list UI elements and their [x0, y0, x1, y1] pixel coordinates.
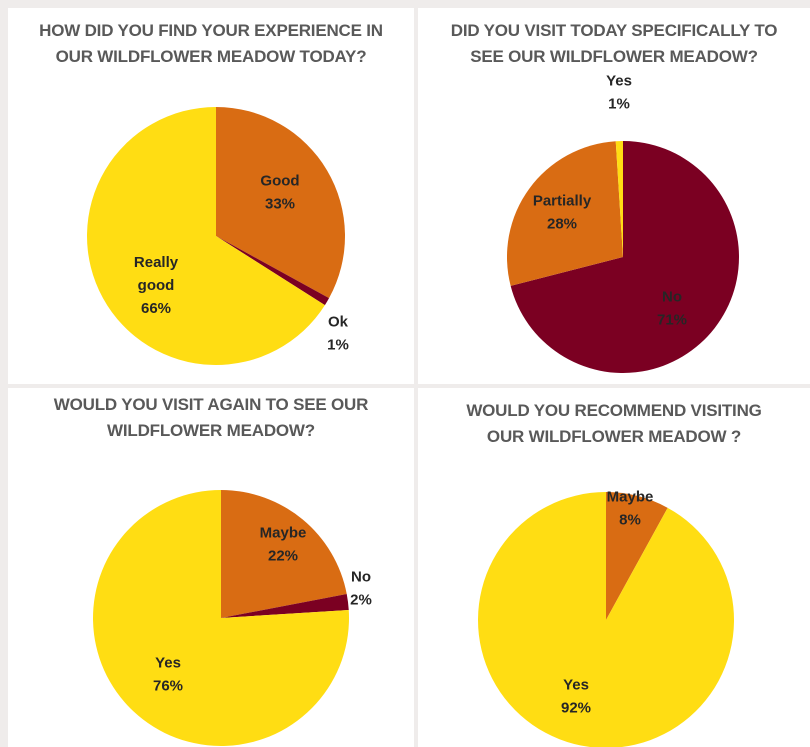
pie-slice	[221, 490, 347, 618]
pie-panel-recommend: WOULD YOU RECOMMEND VISITING OUR WILDFLO…	[418, 388, 810, 747]
slice-label-line: 8%	[619, 512, 641, 529]
slice-label: Maybe 8%	[607, 489, 654, 529]
pie-slice	[87, 107, 325, 365]
pie-panel-visit-purpose: DID YOU VISIT TODAY SPECIFICALLY TO SEE …	[418, 8, 810, 384]
pie-slice	[216, 236, 330, 306]
slice-label-line: Yes	[563, 677, 589, 694]
slice-label-line: Yes	[606, 73, 632, 90]
slice-label: Yes 1%	[606, 73, 632, 113]
pie-panel-visit-again: WOULD YOU VISIT AGAIN TO SEE OUR WILDFLO…	[8, 388, 414, 747]
slice-label-line: No	[662, 289, 682, 306]
chart-title-line: DID YOU VISIT TODAY SPECIFICALLY TO	[450, 21, 778, 40]
slice-label-line: Maybe	[260, 525, 307, 542]
slice-label: Yes 92%	[561, 677, 591, 717]
chart-title-line: OUR WILDFLOWER MEADOW ?	[486, 427, 742, 446]
pie-slice	[510, 141, 739, 373]
slice-label-line: 22%	[268, 548, 298, 565]
pie-chart-experience: Good 33% Ok 1% Really good 66%	[87, 107, 349, 365]
slice-label-line: Really	[134, 254, 179, 271]
slice-label-line: 33%	[265, 196, 295, 213]
chart-title: DID YOU VISIT TODAY SPECIFICALLY TO SEE …	[418, 18, 810, 70]
slice-label-line: 1%	[608, 96, 630, 113]
slice-label: No 2%	[350, 569, 372, 609]
slice-label-line: Good	[260, 173, 299, 190]
pie-chart-visit-again: Maybe 22% No 2% Yes 76%	[93, 490, 372, 746]
slice-label-line: 66%	[141, 300, 171, 317]
slice-label: Yes 76%	[153, 655, 183, 695]
slice-label: Really good 66%	[134, 254, 179, 317]
chart-title-line: WOULD YOU RECOMMEND VISITING	[466, 401, 762, 420]
chart-title: HOW DID YOU FIND YOUR EXPERIENCE IN OUR …	[8, 18, 414, 70]
slice-label-line: 1%	[327, 337, 349, 354]
slice-label-line: Ok	[328, 314, 349, 331]
chart-title-line: HOW DID YOU FIND YOUR EXPERIENCE IN	[39, 21, 383, 40]
slice-label-line: 71%	[657, 312, 687, 329]
pie-slice	[615, 141, 623, 257]
chart-title-line: OUR WILDFLOWER MEADOW TODAY?	[55, 47, 367, 66]
slice-label-line: Partially	[533, 193, 592, 210]
pie-panel-experience: HOW DID YOU FIND YOUR EXPERIENCE IN OUR …	[8, 8, 414, 384]
chart-title-line: WILDFLOWER MEADOW?	[107, 421, 315, 440]
slice-label-line: No	[351, 569, 371, 586]
pie-slice	[606, 492, 668, 620]
slice-label-line: 2%	[350, 592, 372, 609]
slice-label-line: good	[138, 277, 175, 294]
slice-label-line: Maybe	[607, 489, 654, 506]
chart-title: WOULD YOU VISIT AGAIN TO SEE OUR WILDFLO…	[8, 392, 414, 444]
chart-title-line: WOULD YOU VISIT AGAIN TO SEE OUR	[53, 395, 369, 414]
pie-slice	[216, 107, 345, 299]
pie-slice	[478, 492, 734, 747]
slice-label: Good 33%	[260, 173, 299, 213]
slice-label: Ok 1%	[327, 314, 349, 354]
pie-slice	[93, 490, 350, 746]
pie-slice	[221, 594, 349, 618]
slice-label: Maybe 22%	[260, 525, 307, 565]
slice-label: No 71%	[657, 289, 687, 329]
pie-chart-visit-purpose: No 71% Partially 28% Yes 1%	[506, 73, 739, 373]
pie-chart-recommend: Maybe 8% Yes 92%	[478, 489, 734, 747]
chart-title-line: SEE OUR WILDFLOWER MEADOW?	[470, 47, 758, 66]
slice-label-line: 28%	[547, 216, 577, 233]
slice-label-line: 76%	[153, 678, 183, 695]
slice-label: Partially 28%	[533, 193, 592, 233]
chart-title: WOULD YOU RECOMMEND VISITING OUR WILDFLO…	[418, 398, 810, 450]
slice-label-line: 92%	[561, 700, 591, 717]
pie-slice	[506, 141, 623, 286]
slice-label-line: Yes	[155, 655, 181, 672]
